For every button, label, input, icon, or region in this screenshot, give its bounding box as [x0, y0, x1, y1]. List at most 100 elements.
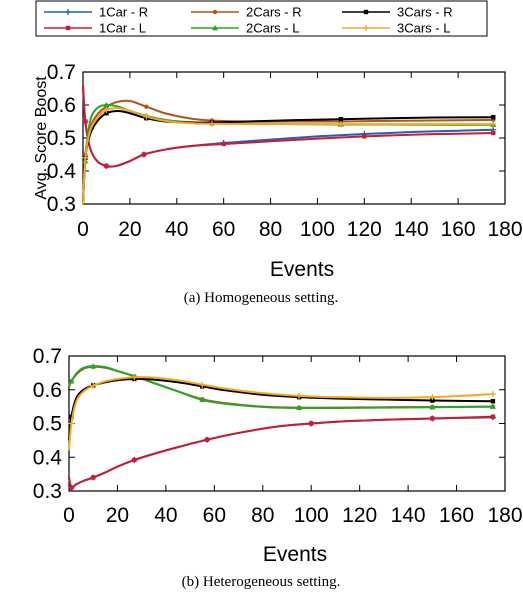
legend-box	[35, 0, 488, 37]
x-tick-label: 100	[300, 218, 335, 241]
data-point-2cars-l	[489, 403, 496, 409]
chart-heterogeneous: 0.3 0.4 0.5 0.6 0.7 0 20 40 60 80 100 120 140 160 180 E…	[33, 345, 523, 590]
data-point-3cars-l	[429, 394, 436, 401]
y-tick-label: 0.3	[33, 480, 62, 503]
y-tick-label: 0.4	[47, 160, 77, 183]
y-axis-label: Avg. Score Boost	[33, 76, 50, 200]
data-point-2cars-l	[68, 378, 75, 384]
series-line-1car-l	[82, 85, 494, 168]
series-line-1car-l	[68, 415, 493, 489]
x-tick-label: 120	[347, 218, 382, 241]
legend-marker-1car-l	[65, 25, 71, 31]
data-point-3cars-l	[199, 381, 206, 388]
data-point-3cars-r	[104, 111, 109, 116]
legend-marker-2cars-l	[212, 25, 218, 31]
legend-marker-1car-r	[65, 9, 71, 15]
data-point-3cars-r	[491, 115, 496, 120]
data-point-1car-l	[430, 416, 435, 421]
legend-label-1car-l: 1Car - L	[99, 21, 146, 36]
data-point-1car-l	[491, 130, 496, 136]
data-point-2cars-l	[296, 404, 303, 411]
data-point-3cars-l	[131, 374, 138, 381]
x-tick-label: 100	[294, 504, 329, 527]
y-tick-label: 0.7	[47, 61, 76, 84]
data-point-1car-l	[69, 485, 74, 490]
data-point-3cars-l	[296, 392, 303, 399]
data-point-2cars-l	[103, 102, 110, 108]
data-point-2cars-r	[144, 104, 149, 109]
data-point-3cars-l	[82, 154, 89, 161]
data-point-1car-l	[132, 457, 137, 463]
data-point-3cars-r	[430, 398, 435, 403]
data-point-1car-l	[104, 163, 109, 169]
series-line-3cars-l	[82, 107, 494, 205]
x-axis-label: Events	[263, 543, 327, 566]
y-tick-label: 0.3	[47, 193, 76, 216]
legend-label-2cars-l: 2Cars - L	[246, 21, 299, 36]
x-tick-label: 40	[154, 504, 177, 527]
x-tick-label: 60	[203, 504, 226, 527]
x-tick-label: 80	[251, 504, 274, 527]
data-point-3cars-r	[490, 399, 496, 404]
data-point-2cars-l	[429, 404, 436, 410]
data-point-1car-l	[490, 414, 496, 419]
x-tick-label: 0	[77, 218, 89, 241]
x-axis-label: Events	[270, 258, 334, 281]
data-point-3cars-l	[489, 391, 496, 398]
x-tick-label: 60	[212, 218, 235, 241]
x-tick-label: 80	[259, 218, 282, 241]
series-line-3cars-r	[68, 377, 493, 441]
series-line-2cars-r	[68, 365, 493, 409]
x-tick-label: 120	[342, 504, 377, 527]
data-point-1car-l	[204, 437, 210, 442]
x-tick-label: 20	[118, 218, 141, 241]
figure-caption: (b) Heterogeneous setting.	[182, 574, 341, 590]
data-point-1car-l	[83, 119, 88, 124]
legend-label-3cars-l: 3Cars - L	[397, 21, 450, 36]
x-tick-label: 140	[391, 504, 426, 527]
series-line-2cars-r	[82, 99, 494, 205]
y-tick-label: 0.6	[47, 94, 76, 117]
data-point-3cars-l	[490, 121, 497, 128]
chart-homogeneous: 0.3 0.4 0.5 0.6 0.7 0 20 40 60 80 100 120 140 160 180 E…	[33, 61, 523, 306]
figure-caption: (a) Homogeneous setting.	[184, 290, 339, 306]
legend-marker-3cars-r	[363, 9, 369, 15]
data-point-1car-l	[141, 152, 147, 157]
data-point-2cars-l	[199, 396, 206, 403]
legend-marker-2cars-r	[212, 9, 218, 15]
legend: 1Car - R 2Cars - R 3Cars - R 1Car - L 2Cars …	[35, 0, 488, 37]
series-line-2cars-l	[68, 365, 493, 410]
data-point-1car-l	[309, 421, 314, 426]
x-tick-label: 0	[63, 504, 75, 527]
legend-label-2cars-r: 2Cars - R	[246, 5, 302, 20]
x-tick-label: 40	[165, 218, 188, 241]
y-tick-label: 0.7	[33, 345, 62, 368]
data-point-3cars-r	[69, 414, 74, 419]
data-point-1car-l	[362, 134, 367, 139]
x-tick-label: 160	[439, 504, 474, 527]
legend-label-1car-r: 1Car - R	[99, 5, 148, 20]
x-tick-label: 180	[487, 218, 522, 241]
y-tick-label: 0.4	[33, 446, 63, 469]
y-tick-label: 0.6	[33, 379, 62, 402]
data-point-3cars-l	[103, 106, 110, 113]
series-line-1car-r	[68, 416, 493, 489]
y-tick-label: 0.5	[47, 127, 76, 150]
series-line-3cars-l	[68, 376, 493, 451]
data-point-2cars-l	[90, 363, 97, 369]
data-point-3cars-l	[143, 113, 150, 120]
data-point-3cars-l	[68, 420, 75, 427]
data-point-3cars-l	[90, 382, 97, 389]
x-tick-label: 140	[394, 218, 429, 241]
y-tick-label: 0.5	[33, 413, 62, 436]
legend-label-3cars-r: 3Cars - R	[397, 5, 453, 20]
x-tick-label: 160	[441, 218, 476, 241]
x-tick-label: 180	[487, 504, 522, 527]
data-point-3cars-l	[208, 120, 215, 127]
data-point-1car-l	[91, 475, 96, 480]
data-point-3cars-r	[338, 116, 344, 122]
x-tick-label: 20	[106, 504, 129, 527]
data-point-1car-l	[221, 141, 226, 147]
legend-marker-3cars-l	[363, 25, 369, 31]
